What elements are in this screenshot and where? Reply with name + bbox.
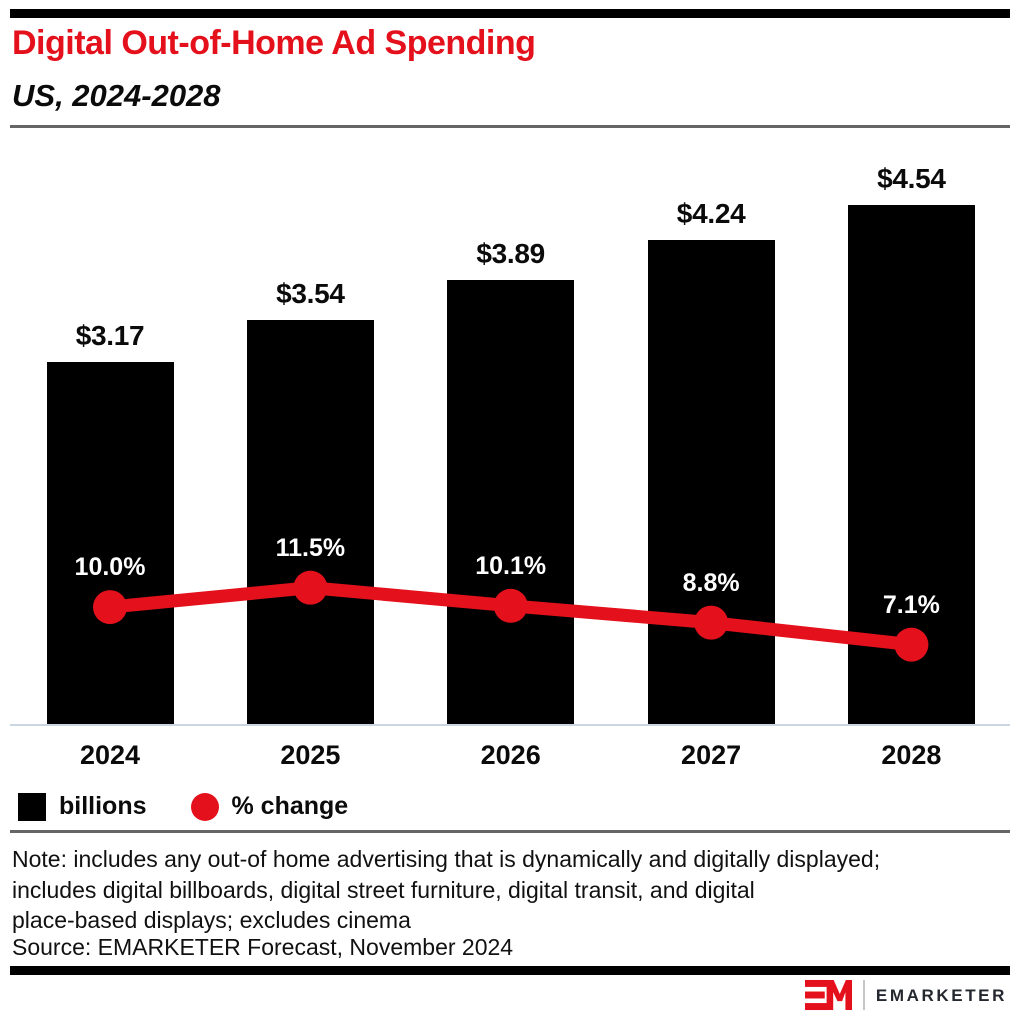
bar-value-label-2024: $3.17 (75, 320, 145, 352)
top-rule (10, 9, 1010, 18)
note-text: Note: includes any out-of home advertisi… (12, 844, 880, 936)
note-line-1: Note: includes any out-of home advertisi… (12, 846, 881, 872)
bar-value-label-2027: $4.24 (676, 197, 746, 229)
bar-value-label-2028: $4.54 (877, 163, 946, 195)
pct-change-swatch-icon (190, 792, 219, 821)
note-line-3: place-based displays; excludes cinema (12, 907, 411, 933)
pct-change-label-2027: 8.8% (682, 568, 740, 597)
source-text: Source: EMARKETER Forecast, November 202… (12, 934, 514, 960)
bottom-rule (10, 966, 1010, 975)
chart-title: Digital Out-of-Home Ad Spending (12, 24, 536, 62)
pct-change-label-2025: 11.5% (275, 533, 346, 562)
bar-value-label-2025: $3.54 (276, 277, 345, 309)
pct-change-label-2024: 10.0% (74, 553, 146, 582)
chart-subtitle: US, 2024-2028 (12, 78, 221, 113)
pct-change-label-2028: 7.1% (882, 590, 940, 619)
x-tick-label-2026: 2026 (480, 740, 541, 770)
pct-change-label-2026: 10.1% (475, 551, 547, 580)
bar-2028 (847, 205, 975, 725)
emarketer-monogram-icon (804, 979, 852, 1011)
x-tick-label-2024: 2024 (79, 740, 141, 770)
x-tick-label-2028: 2028 (881, 740, 942, 770)
bar-2025 (246, 319, 374, 725)
legend-item-billions: billions (18, 792, 147, 821)
x-tick-label-2025: 2025 (280, 740, 341, 770)
x-tick-label-2027: 2027 (681, 740, 742, 770)
header-divider (10, 125, 1010, 128)
legend: billions % change (18, 792, 348, 821)
legend-label: billions (59, 792, 147, 820)
logo-divider (862, 980, 865, 1010)
brand-name: EMARKETER (875, 986, 1007, 1005)
note-line-2: includes digital billboards, digital str… (12, 876, 755, 903)
emarketer-logo: EMARKETER (804, 979, 1007, 1011)
footer-divider (10, 830, 1010, 833)
bar-2026 (447, 279, 575, 725)
bar-2024 (46, 362, 174, 725)
legend-label: % change (231, 792, 349, 820)
bar-value-label-2026: $3.89 (476, 237, 545, 269)
bar-2027 (647, 239, 775, 725)
legend-item-pct-change: % change (190, 792, 349, 821)
billions-swatch-icon (18, 792, 46, 821)
x-axis-line (10, 724, 1010, 726)
